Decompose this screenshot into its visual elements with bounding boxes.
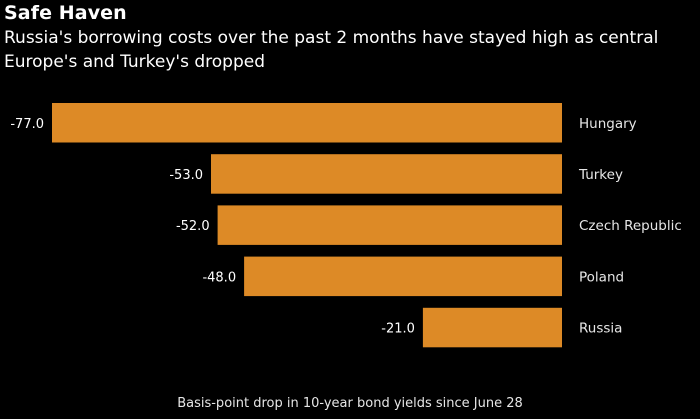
value-label: -48.0 — [202, 270, 236, 285]
category-label: Hungary — [579, 116, 637, 132]
value-label: -52.0 — [176, 219, 210, 234]
bar-czech-republic — [217, 205, 562, 245]
category-label: Russia — [579, 321, 622, 337]
category-label: Poland — [579, 269, 624, 285]
value-label: -21.0 — [381, 322, 415, 337]
bars-group: -77.0 Hungary -53.0 Turkey -52.0 Czech Republ… — [10, 103, 682, 348]
x-axis-label: Basis-point drop in 10-year bond yields … — [177, 396, 523, 411]
bar-hungary — [52, 103, 562, 143]
category-label: Turkey — [578, 167, 623, 183]
bar-poland — [244, 256, 562, 297]
value-label: -77.0 — [10, 117, 44, 132]
bar-russia — [422, 307, 562, 348]
chart-subtitle: Russia's borrowing costs over the past 2… — [4, 28, 659, 72]
value-label: -53.0 — [169, 168, 203, 183]
bar-turkey — [211, 154, 562, 194]
chart-title: Safe Haven — [4, 2, 127, 24]
category-label: Czech Republic — [579, 218, 682, 234]
